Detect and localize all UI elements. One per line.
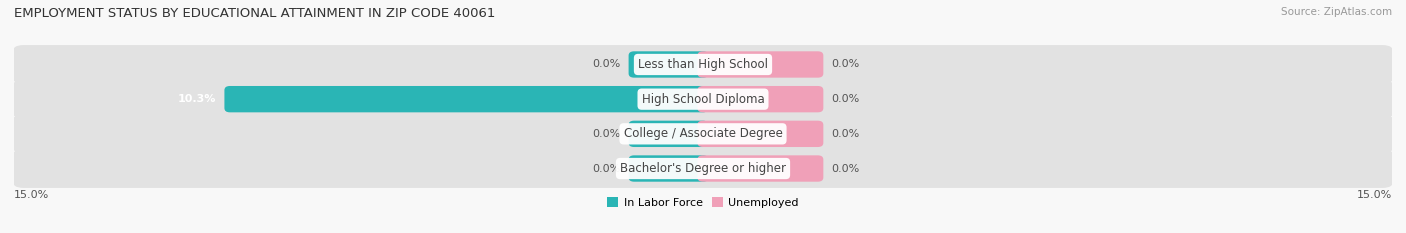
Text: 0.0%: 0.0%: [831, 59, 860, 69]
Text: 0.0%: 0.0%: [592, 129, 620, 139]
FancyBboxPatch shape: [628, 121, 709, 147]
FancyBboxPatch shape: [697, 155, 824, 182]
Text: 0.0%: 0.0%: [831, 164, 860, 174]
Text: 0.0%: 0.0%: [831, 94, 860, 104]
Text: 15.0%: 15.0%: [14, 190, 49, 200]
Text: High School Diploma: High School Diploma: [641, 93, 765, 106]
FancyBboxPatch shape: [628, 51, 709, 78]
Text: Source: ZipAtlas.com: Source: ZipAtlas.com: [1281, 7, 1392, 17]
FancyBboxPatch shape: [11, 80, 1395, 119]
Text: 0.0%: 0.0%: [831, 129, 860, 139]
FancyBboxPatch shape: [697, 51, 824, 78]
Text: Less than High School: Less than High School: [638, 58, 768, 71]
Text: 0.0%: 0.0%: [592, 59, 620, 69]
Legend: In Labor Force, Unemployed: In Labor Force, Unemployed: [603, 193, 803, 212]
FancyBboxPatch shape: [697, 86, 824, 112]
FancyBboxPatch shape: [11, 45, 1395, 84]
FancyBboxPatch shape: [697, 121, 824, 147]
Text: College / Associate Degree: College / Associate Degree: [624, 127, 782, 140]
Text: 10.3%: 10.3%: [177, 94, 217, 104]
FancyBboxPatch shape: [225, 86, 709, 112]
FancyBboxPatch shape: [11, 149, 1395, 188]
FancyBboxPatch shape: [628, 155, 709, 182]
Text: 15.0%: 15.0%: [1357, 190, 1392, 200]
Text: Bachelor's Degree or higher: Bachelor's Degree or higher: [620, 162, 786, 175]
Text: 0.0%: 0.0%: [592, 164, 620, 174]
FancyBboxPatch shape: [11, 114, 1395, 153]
Text: EMPLOYMENT STATUS BY EDUCATIONAL ATTAINMENT IN ZIP CODE 40061: EMPLOYMENT STATUS BY EDUCATIONAL ATTAINM…: [14, 7, 495, 20]
